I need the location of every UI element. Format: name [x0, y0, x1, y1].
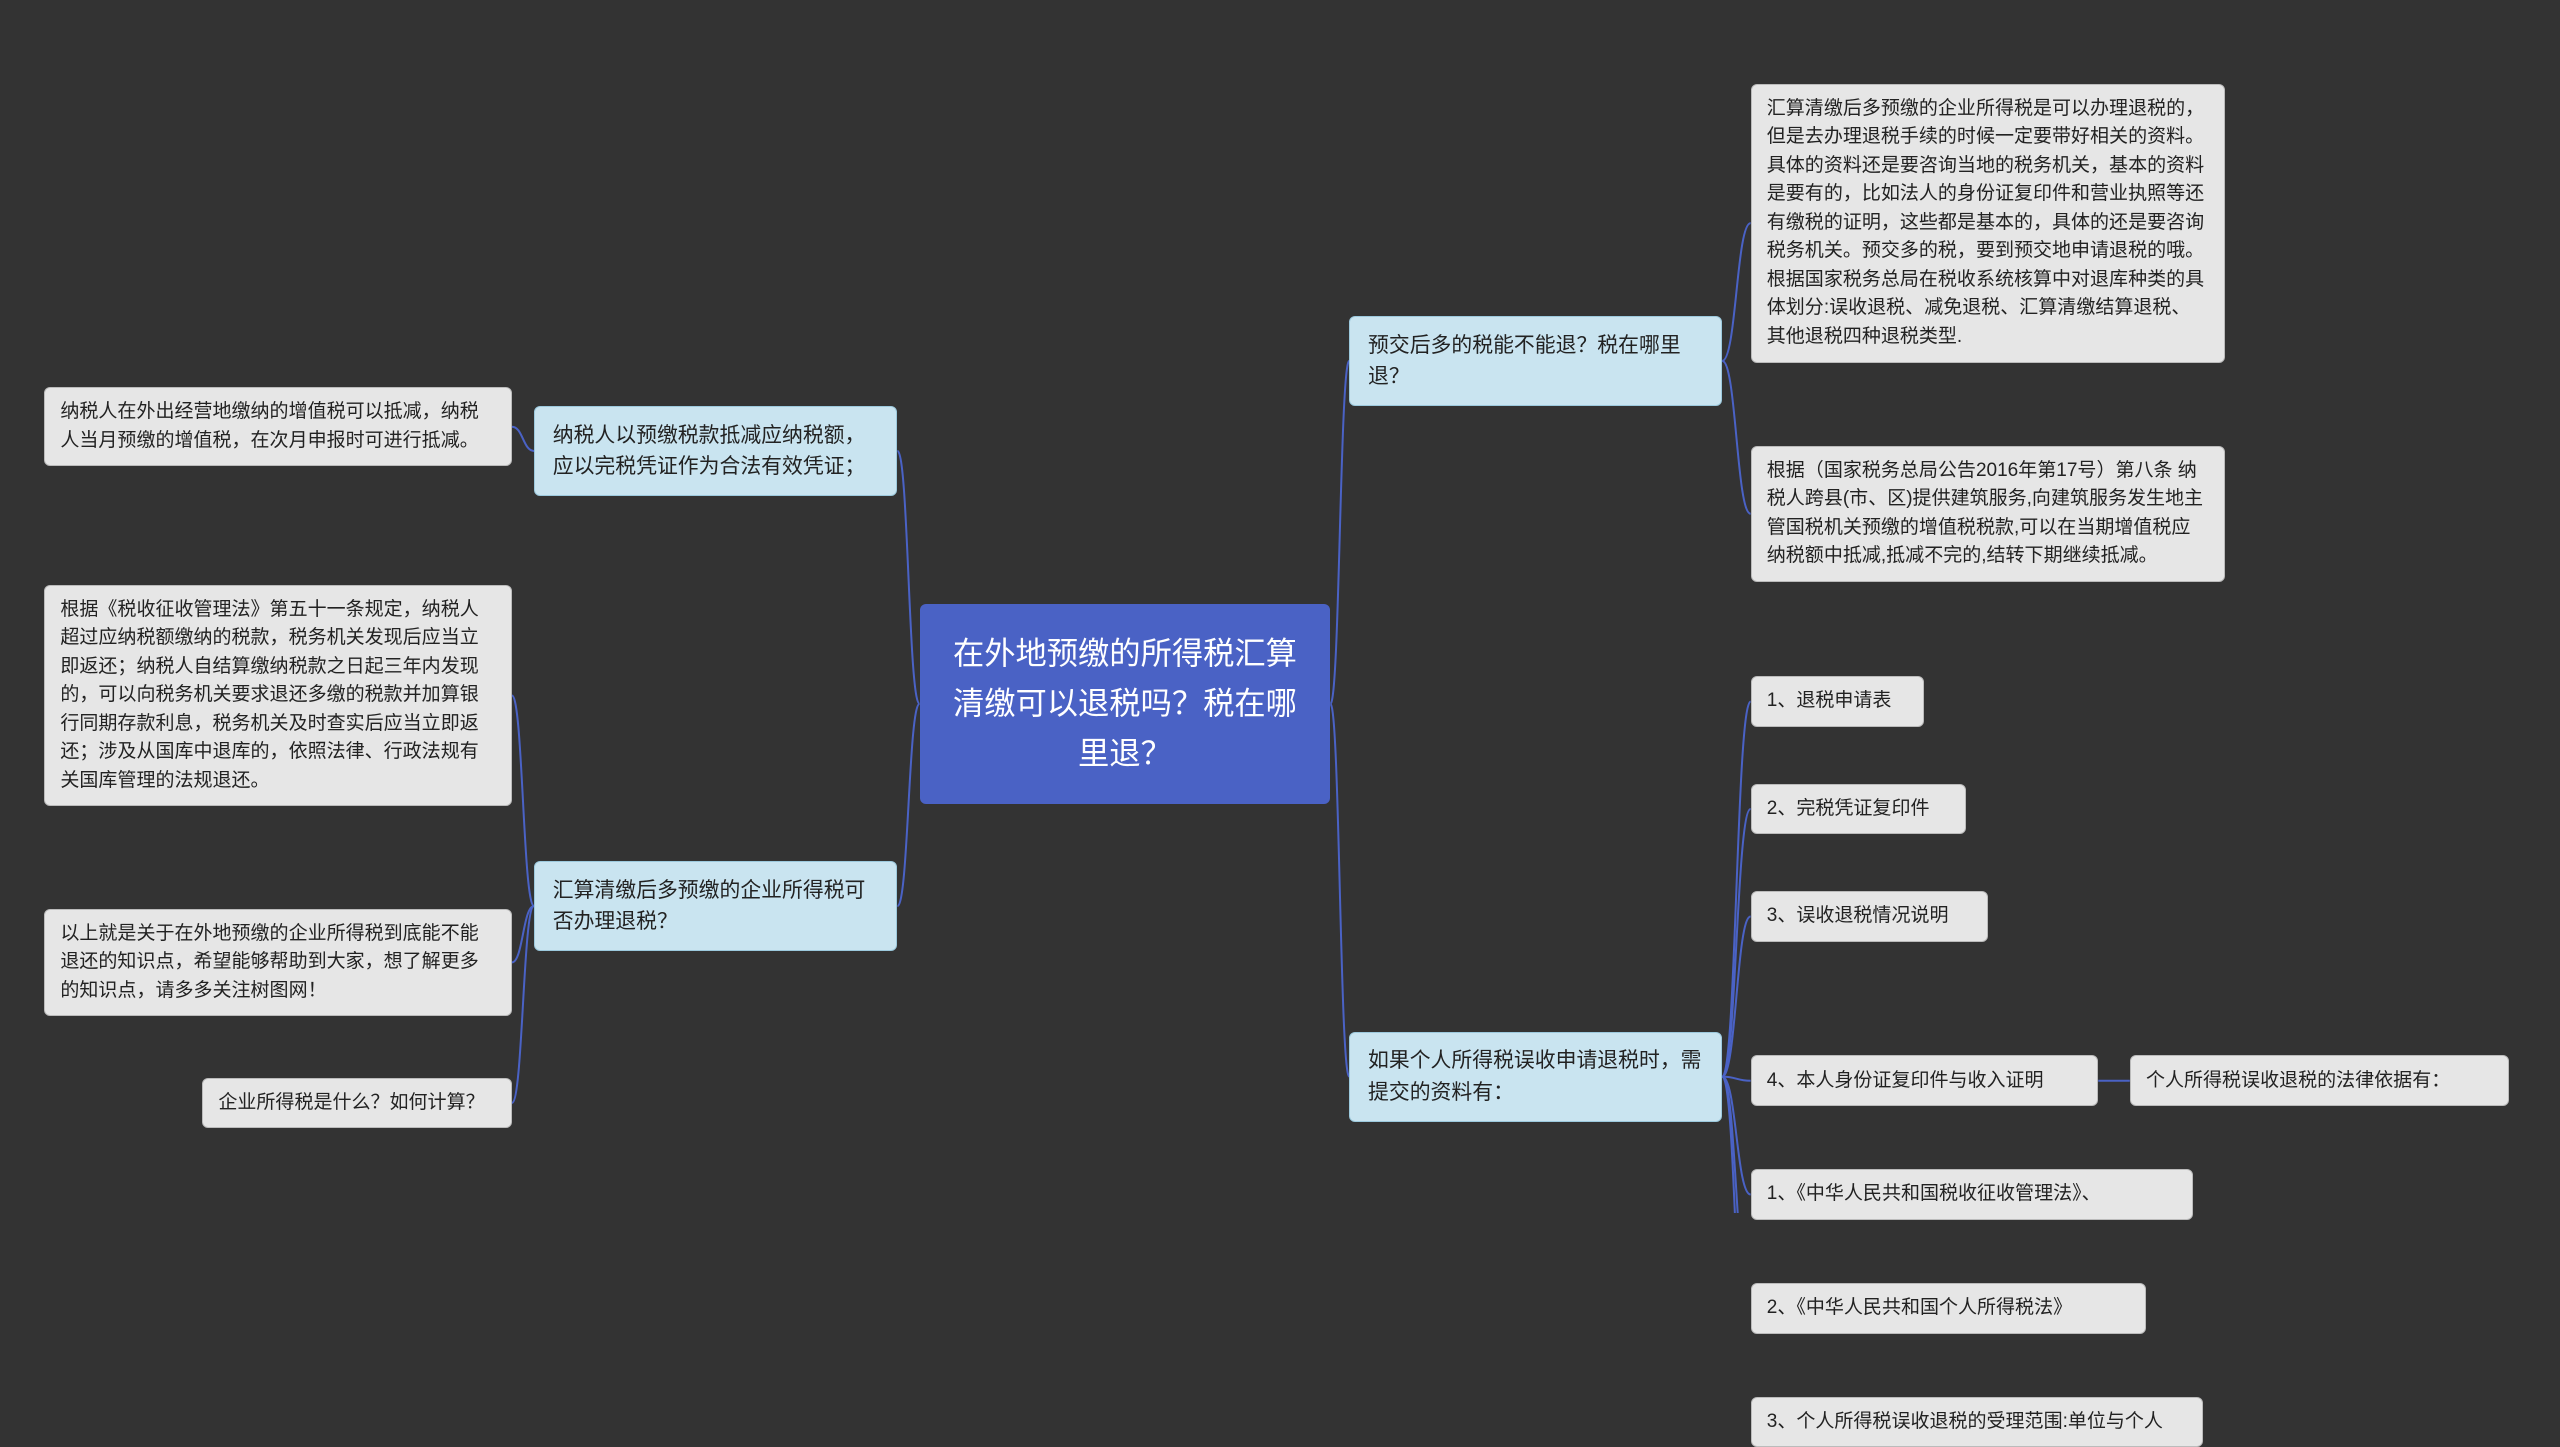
left-branch-refund-question: 汇算清缴后多预缴的企业所得税可否办理退税？	[534, 861, 897, 951]
right-leaf-doc-1: 1、退税申请表	[1751, 676, 1925, 727]
right-leaf-doc-3: 3、误收退税情况说明	[1751, 891, 1988, 942]
right-leaf-doc-2: 2、完税凭证复印件	[1751, 784, 1966, 835]
right-leaf-doc-4: 4、本人身份证复印件与收入证明	[1751, 1055, 2099, 1106]
right-leaf-refund-detail: 汇算清缴后多预缴的企业所得税是可以办理退税的，但是去办理退税手续的时候一定要带好…	[1751, 84, 2225, 363]
left-branch-prepay-deduct: 纳税人以预缴税款抵减应纳税额，应以完税凭证作为合法有效凭证；	[534, 406, 897, 496]
right-branch-personal-docs: 如果个人所得税误收申请退税时，需提交的资料有：	[1349, 1032, 1722, 1122]
root-node: 在外地预缴的所得税汇算清缴可以退税吗？税在哪里退？	[920, 604, 1331, 805]
left-leaf-vat-deduct: 纳税人在外出经营地缴纳的增值税可以抵减，纳税人当月预缴的增值税，在次月申报时可进…	[44, 387, 512, 466]
right-leaf-law-2: 2、《中华人民共和国个人所得税法》	[1751, 1283, 2146, 1334]
left-leaf-tax-law-51: 根据《税收征收管理法》第五十一条规定，纳税人超过应纳税额缴纳的税款，税务机关发现…	[44, 585, 512, 807]
right-leaf-law-1: 1、《中华人民共和国税收征收管理法》、	[1751, 1169, 2193, 1220]
right-leaf-notice-2016-17: 根据（国家税务总局公告2016年第17号）第八条 纳税人跨县(市、区)提供建筑服…	[1751, 446, 2225, 582]
right-leaf-legal-basis: 个人所得税误收退税的法律依据有：	[2130, 1055, 2509, 1106]
left-leaf-what-is-cit: 企业所得税是什么？如何计算？	[202, 1078, 512, 1129]
left-leaf-summary: 以上就是关于在外地预缴的企业所得税到底能不能退还的知识点，希望能够帮助到大家，想…	[44, 909, 512, 1017]
right-leaf-scope: 3、个人所得税误收退税的受理范围:单位与个人	[1751, 1397, 2203, 1447]
right-branch-can-refund: 预交后多的税能不能退？税在哪里退？	[1349, 316, 1722, 406]
